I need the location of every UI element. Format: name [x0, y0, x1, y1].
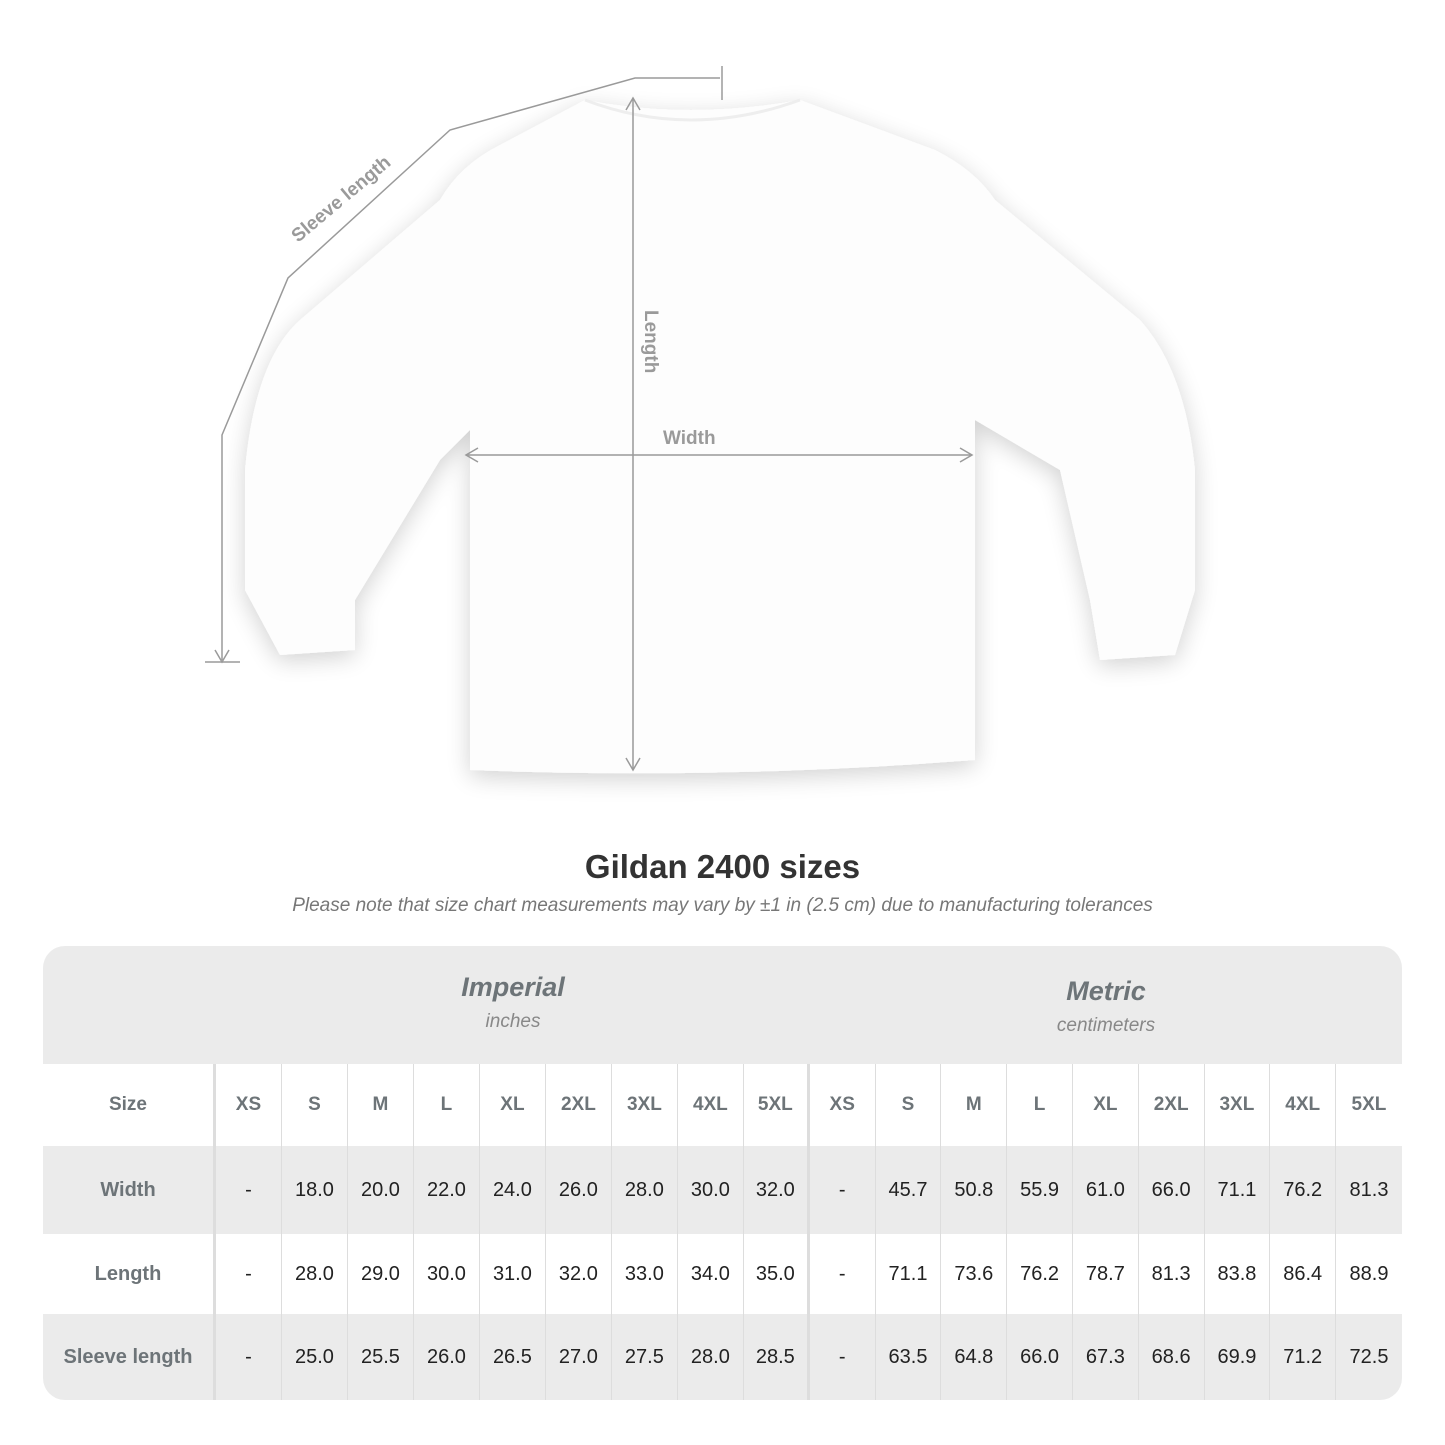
metric-value: 71.1 [876, 1234, 942, 1314]
metric-size-header: M [941, 1064, 1008, 1146]
metric-size-header: L [1007, 1064, 1073, 1146]
shirt-illustration [245, 100, 1195, 774]
imperial-size-header: M [348, 1064, 414, 1146]
imperial-value: 27.0 [546, 1314, 612, 1400]
metric-value: 73.6 [941, 1234, 1008, 1314]
metric-value: - [810, 1146, 876, 1234]
metric-value: 45.7 [876, 1146, 942, 1234]
metric-value: 78.7 [1073, 1234, 1139, 1314]
metric-value: 67.3 [1073, 1314, 1139, 1400]
imperial-value: 30.0 [678, 1146, 744, 1234]
page-title: Gildan 2400 sizes [584, 848, 861, 885]
metric-size-header: 5XL [1351, 1094, 1387, 1115]
imperial-value: 25.0 [282, 1314, 348, 1400]
imperial-value: 35.0 [744, 1234, 810, 1314]
metric-unit: centimeters [1056, 1015, 1156, 1036]
imperial-value: 22.0 [414, 1146, 480, 1234]
metric-value: - [810, 1234, 876, 1314]
imperial-value: 30.0 [414, 1234, 480, 1314]
imperial-value: - [216, 1234, 282, 1314]
imperial-header: Imperial inches [216, 946, 810, 1090]
table-row: Width -18.0 20.0 22.0 24.0 26.0 28.0 30.0 32.0-4… [43, 1146, 1402, 1234]
imperial-value: 31.0 [480, 1234, 546, 1314]
table-row: Length -28.0 29.0 30.0 31.0 32.0 33.0 34.0 35.0-… [43, 1234, 1402, 1314]
table-row: Sleeve length -25.0 25.5 26.0 26.5 27.0 27.5 28… [43, 1314, 1402, 1400]
metric-value: 81.3 [1139, 1234, 1205, 1314]
metric-value: 63.5 [876, 1314, 942, 1400]
metric-value: 86.4 [1270, 1234, 1337, 1314]
metric-value: 88.9 [1349, 1262, 1389, 1285]
metric-value: 76.2 [1007, 1234, 1073, 1314]
imperial-value: 24.0 [480, 1146, 546, 1234]
imperial-value: - [216, 1146, 282, 1234]
tolerance-note: Please note that size chart measurements… [292, 895, 1153, 916]
imperial-value: 26.0 [414, 1314, 480, 1400]
metric-value: 72.5 [1349, 1345, 1389, 1368]
imperial-unit: inches [485, 1011, 541, 1032]
imperial-size-header: 2XL [546, 1064, 612, 1146]
metric-value: 64.8 [941, 1314, 1008, 1400]
metric-value: 83.8 [1205, 1234, 1271, 1314]
metric-header: Metric centimeters [810, 946, 1402, 1094]
imperial-value: 28.0 [612, 1146, 678, 1234]
metric-size-header: S [876, 1064, 942, 1146]
metric-value: 55.9 [1007, 1146, 1073, 1234]
imperial-value: 25.5 [348, 1314, 414, 1400]
metric-value: 69.9 [1205, 1314, 1271, 1400]
row-label: Length [43, 1234, 216, 1314]
imperial-size-header: S [282, 1064, 348, 1146]
metric-value: 66.0 [1139, 1146, 1205, 1234]
imperial-size-header: 3XL [612, 1064, 678, 1146]
size-header-row: Size XS S M L XL 2XL 3XL 4XL 5XL XS S M L XL 2XL 3XL 4XL 5… [43, 1064, 1402, 1146]
metric-size-header: 3XL [1205, 1064, 1271, 1146]
imperial-value: 18.0 [282, 1146, 348, 1234]
imperial-value: 32.0 [744, 1146, 810, 1234]
measure-lines [205, 66, 974, 772]
imperial-value: 28.0 [678, 1314, 744, 1400]
sleeve-length-label: Sleeve length [288, 152, 395, 247]
metric-value: 71.1 [1205, 1146, 1271, 1234]
imperial-size-header: L [414, 1064, 480, 1146]
size-label: Size [43, 1064, 216, 1146]
metric-size-header: XS [810, 1064, 876, 1146]
imperial-value: 20.0 [348, 1146, 414, 1234]
metric-value: 81.3 [1349, 1178, 1389, 1201]
imperial-value: 28.5 [744, 1314, 810, 1400]
metric-value: 50.8 [941, 1146, 1008, 1234]
imperial-value: 27.5 [612, 1314, 678, 1400]
metric-value: 76.2 [1270, 1146, 1337, 1234]
imperial-title: Imperial [461, 972, 565, 1002]
imperial-value: 26.0 [546, 1146, 612, 1234]
shirt-diagram: Sleeve length Length Width [205, 66, 1195, 774]
metric-value: 71.2 [1270, 1314, 1337, 1400]
row-label: Width [43, 1146, 216, 1234]
imperial-value: 26.5 [480, 1314, 546, 1400]
imperial-size-header: XL [480, 1064, 546, 1146]
imperial-value: - [216, 1314, 282, 1400]
width-label: Width [663, 428, 716, 449]
metric-size-header: 2XL [1139, 1064, 1205, 1146]
size-table: Imperial inches Metric centimeters Size X… [43, 946, 1402, 1400]
metric-size-header: XL [1073, 1064, 1139, 1146]
imperial-value: 34.0 [678, 1234, 744, 1314]
metric-value: 66.0 [1007, 1314, 1073, 1400]
imperial-value: 29.0 [348, 1234, 414, 1314]
metric-value: - [810, 1314, 876, 1400]
imperial-size-header: XS [216, 1064, 282, 1146]
length-label: Length [640, 310, 661, 373]
imperial-value: 28.0 [282, 1234, 348, 1314]
metric-title: Metric [1066, 976, 1146, 1006]
metric-value: 61.0 [1073, 1146, 1139, 1234]
imperial-size-header: 5XL [744, 1064, 810, 1146]
imperial-value: 33.0 [612, 1234, 678, 1314]
imperial-value: 32.0 [546, 1234, 612, 1314]
row-label: Sleeve length [43, 1314, 216, 1400]
imperial-size-header: 4XL [678, 1064, 744, 1146]
metric-size-header: 4XL [1270, 1064, 1337, 1146]
metric-value: 68.6 [1139, 1314, 1205, 1400]
